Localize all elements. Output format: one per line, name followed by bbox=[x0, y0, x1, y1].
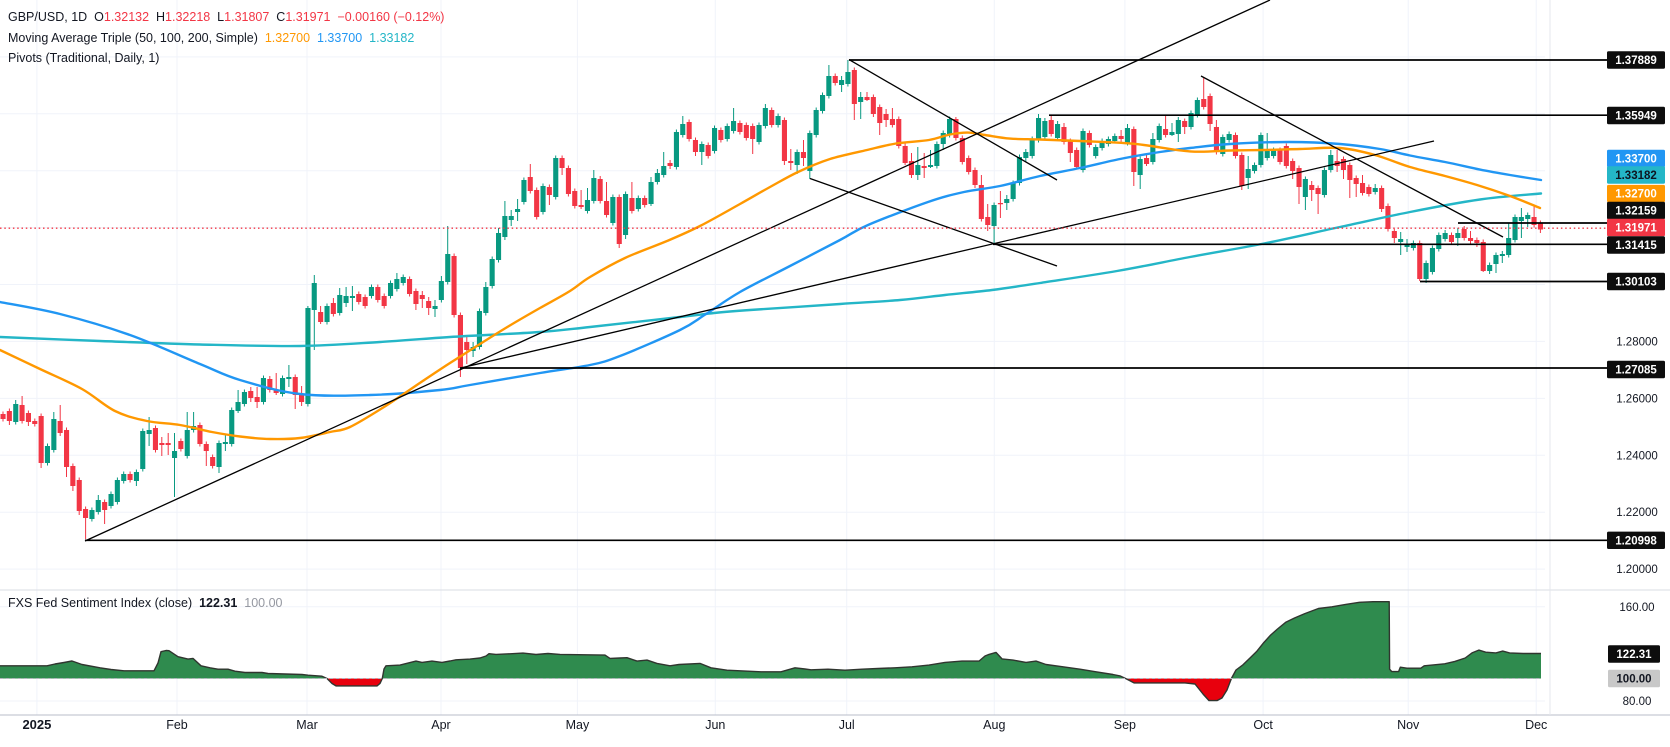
svg-text:FXS Fed Sentiment Index (close: FXS Fed Sentiment Index (close) 122.31 1… bbox=[8, 596, 283, 610]
svg-text:1.31415: 1.31415 bbox=[1615, 240, 1657, 252]
svg-text:1.28000: 1.28000 bbox=[1616, 336, 1658, 348]
svg-text:Dec: Dec bbox=[1525, 718, 1547, 732]
svg-text:Feb: Feb bbox=[166, 718, 188, 732]
svg-text:Moving Average Triple (50, 100: Moving Average Triple (50, 100, 200, Sim… bbox=[8, 31, 414, 45]
svg-text:Sep: Sep bbox=[1114, 718, 1136, 732]
svg-text:Aug: Aug bbox=[983, 718, 1005, 732]
svg-text:100.00: 100.00 bbox=[1616, 674, 1651, 686]
svg-text:GBP/USD, 1D O1.32132 H1.3221: GBP/USD, 1D O1.32132 H1.32218 L1.31807 C… bbox=[8, 10, 444, 24]
svg-text:1.32700: 1.32700 bbox=[1615, 189, 1657, 201]
svg-text:1.33182: 1.33182 bbox=[1615, 170, 1657, 182]
svg-text:Jun: Jun bbox=[705, 718, 725, 732]
svg-text:Oct: Oct bbox=[1253, 718, 1273, 732]
svg-text:1.31971: 1.31971 bbox=[1615, 223, 1657, 235]
svg-text:2025: 2025 bbox=[22, 717, 51, 732]
svg-text:Pivots (Traditional, Daily, 1): Pivots (Traditional, Daily, 1) bbox=[8, 51, 159, 65]
svg-text:1.22000: 1.22000 bbox=[1616, 507, 1658, 519]
svg-text:1.32159: 1.32159 bbox=[1615, 206, 1657, 218]
svg-text:1.37889: 1.37889 bbox=[1615, 55, 1657, 67]
svg-text:May: May bbox=[566, 718, 590, 732]
svg-text:Mar: Mar bbox=[296, 718, 318, 732]
svg-text:1.26000: 1.26000 bbox=[1616, 393, 1658, 405]
svg-text:1.33700: 1.33700 bbox=[1615, 154, 1657, 166]
svg-text:1.20000: 1.20000 bbox=[1616, 564, 1658, 576]
svg-text:1.30103: 1.30103 bbox=[1615, 277, 1657, 289]
svg-text:Nov: Nov bbox=[1397, 718, 1420, 732]
svg-text:1.27085: 1.27085 bbox=[1615, 365, 1657, 377]
svg-text:Apr: Apr bbox=[431, 718, 450, 732]
svg-text:80.00: 80.00 bbox=[1623, 696, 1652, 708]
svg-text:122.31: 122.31 bbox=[1616, 649, 1652, 661]
svg-text:1.35949: 1.35949 bbox=[1615, 111, 1657, 123]
svg-text:160.00: 160.00 bbox=[1619, 602, 1654, 614]
svg-text:1.24000: 1.24000 bbox=[1616, 450, 1658, 462]
svg-text:1.20998: 1.20998 bbox=[1615, 535, 1657, 547]
svg-text:Jul: Jul bbox=[839, 718, 855, 732]
